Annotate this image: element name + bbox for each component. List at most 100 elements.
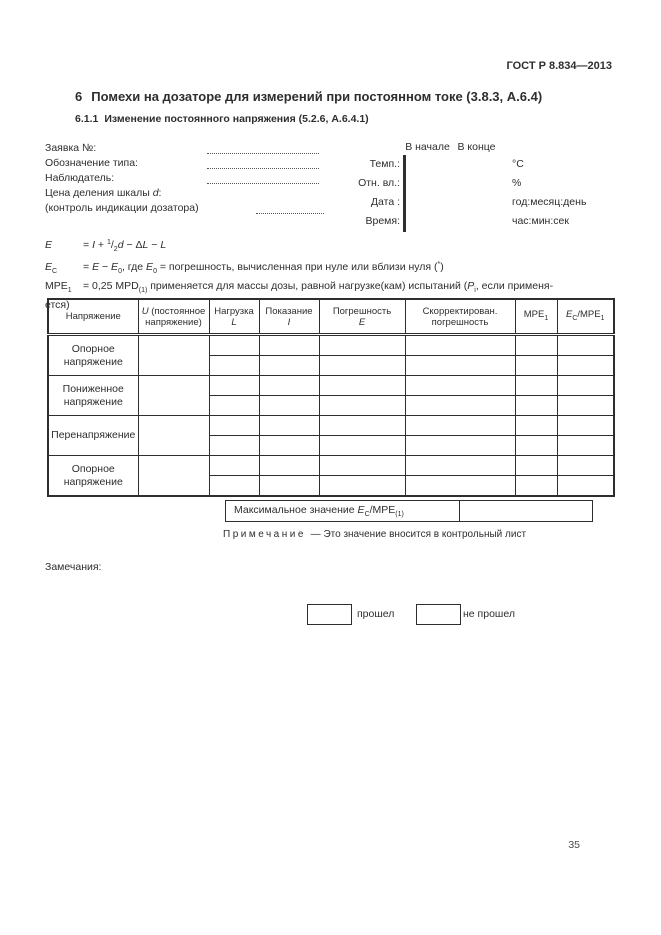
value-cell [318,375,406,396]
value-cell [404,475,516,497]
fail-label: не прошел [463,608,515,620]
dotted-leader [207,158,319,169]
section-number: 6 [75,89,83,104]
meta-row-label: Дата : [370,196,400,208]
value-cell [208,355,260,376]
u-value-cell [137,334,210,376]
table-row: Опорное напряжение [47,334,615,376]
voltage-group: Перенапряжение [47,415,615,456]
value-cell [258,355,320,376]
meta-row-label: Отн. вл.: [358,177,400,189]
value-cell [318,475,406,497]
table-row: Опорное напряжение [47,455,615,497]
value-cell [404,375,516,396]
table-row [48,475,615,497]
meta-unit: % [512,177,522,189]
value-cell [514,455,558,476]
value-cell [208,375,260,396]
col-header-end: В конце [457,141,496,153]
value-cell [318,395,406,416]
value-cell [258,455,320,476]
form-field-row: Цена деления шкалы d: [45,186,345,201]
voltage-group: Опорное напряжение [47,334,615,376]
field-label: Наблюдатель: [45,172,115,184]
note-text: — Это значение вносится в контрольный ли… [310,529,527,540]
value-cell [556,455,615,476]
col-header-load: Нагрузка L [208,298,260,336]
fail-checkbox [416,604,461,625]
u-value-cell [137,455,210,497]
meta-unit: год:месяц:день [512,196,587,208]
max-value-input-cell [459,500,593,522]
value-cell [208,395,260,416]
value-cell [556,355,615,376]
dotted-leader [207,173,319,184]
voltage-group: Пониженное напряжение [47,375,615,416]
col-header-error: Погрешность E [318,298,406,336]
meta-unit: °С [512,158,524,170]
value-cell [258,475,320,497]
voltage-group: Опорное напряжение [47,455,615,497]
subsection-number: 6.1.1 [75,113,99,125]
value-cell [404,455,516,476]
value-cell [404,334,516,356]
value-cell [258,435,320,456]
field-label: Обозначение типа: [45,157,138,169]
value-cell [556,375,615,396]
value-cell [514,355,558,376]
table-row: Пониженное напряжение [47,375,615,416]
value-cell [514,415,558,436]
value-cell [258,375,320,396]
value-cell [514,395,558,416]
formula-body: = I + 1/2d − ΔL − L [83,239,167,253]
note-label: Примечание [223,529,306,540]
conditions-units: °С % год:месяц:день час:мин:сек [512,155,622,231]
application-form: Заявка №: Обозначение типа: Наблюдатель:… [45,141,345,216]
value-cell [208,435,260,456]
page-number: 35 [568,839,580,851]
value-cell [208,334,260,356]
formula-line: MPE1 = 0,25 MPD(1) применяется для массы … [45,279,617,298]
value-cell [318,334,406,356]
conditions-grid [403,155,406,232]
value-cell [318,415,406,436]
voltage-label-cell: Пониженное напряжение [47,375,139,416]
formula-term: MPE1 [45,280,72,294]
value-cell [404,355,516,376]
value-cell [514,375,558,396]
field-label: Заявка №: [45,142,97,154]
value-cell [556,334,615,356]
result-row: прошел не прошел [0,604,661,626]
form-field-row: Заявка №: [45,141,345,156]
table-row: Перенапряжение [47,415,615,456]
meta-cell [404,212,406,232]
col-header-start: В начале [405,141,450,153]
col-header-ec-mpe: EC/MPE1 [556,298,615,336]
meta-cell [404,193,406,213]
value-cell [208,455,260,476]
section-title: 6 Помехи на дозаторе для измерений при по… [75,89,542,104]
col-header-u: U (постоянное напряжение) [137,298,210,336]
value-cell [404,435,516,456]
value-cell [208,475,260,497]
subsection-title-text: Изменение постоянного напряжения (5.2.6,… [104,113,369,125]
value-cell [258,415,320,436]
meta-cell [404,174,406,194]
max-value-table: Максимальное значение EC/MPE(1) [225,500,593,522]
value-cell [556,415,615,436]
value-cell [514,334,558,356]
conditions-row-labels: Темп.: Отн. вл.: Дата : Время: [345,155,400,231]
col-header-indication: Показание I [258,298,320,336]
meta-row-label: Время: [365,215,400,227]
table-header-row: Напряжение U (постоянное напряжение) Наг… [47,298,615,336]
value-cell [556,435,615,456]
value-cell [514,435,558,456]
formula-line: EC = E − E0, где E0 = погрешность, вычисл… [45,257,617,279]
value-cell [208,415,260,436]
formula-term: E [45,239,53,251]
section-title-text: Помехи на дозаторе для измерений при пос… [91,89,543,104]
value-cell [404,415,516,436]
formula-body: = E − E0, где E0 = погрешность, вычислен… [83,261,444,275]
field-label: Цена деления шкалы d: [45,187,162,199]
